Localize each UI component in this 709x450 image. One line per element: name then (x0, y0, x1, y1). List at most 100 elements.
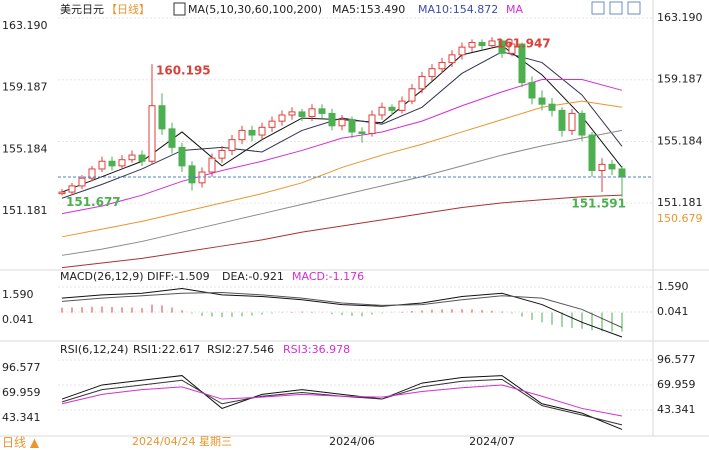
candle-body (68, 185, 76, 193)
candle-body (398, 100, 406, 111)
candle-body (428, 68, 436, 77)
indicator-line (61, 384, 623, 417)
macd-title: MACD(26,12,9) (60, 270, 144, 283)
y-tick-label-right: 0.041 (657, 305, 689, 318)
candle-body (298, 111, 306, 118)
candle-body (288, 111, 296, 116)
candle-body (568, 112, 576, 131)
rsi-title: RSI(6,12,24) (60, 343, 128, 356)
candle-body (78, 177, 86, 187)
candle-body (598, 163, 606, 171)
candle-body (458, 46, 466, 56)
candle-body (318, 108, 326, 114)
dea-label: DEA:-0.921 (222, 270, 284, 283)
candle-body (488, 40, 496, 47)
candle-body (608, 163, 616, 170)
candle-body (88, 168, 96, 179)
candle-body (378, 106, 386, 116)
candle-body (558, 109, 566, 131)
y-tick-label: 0.041 (2, 313, 34, 326)
x-tick-label: 2024/06 (329, 435, 375, 448)
candle-body (588, 134, 596, 171)
macd-label: MACD:-1.176 (292, 270, 364, 283)
candle-body (98, 160, 106, 170)
y-tick-label-right: 155.184 (657, 134, 703, 147)
extreme-label: 151.677 (66, 195, 121, 209)
period-button[interactable]: 日线 ▲ (2, 436, 40, 450)
candle-body (538, 97, 546, 105)
candle-body (578, 112, 586, 136)
candle-body (118, 159, 126, 167)
candle-body (308, 108, 316, 118)
y-tick-label-right: 163.190 (657, 11, 703, 24)
ma10-label: MA10:154.872 (418, 3, 498, 16)
y-tick-label-right: 159.187 (657, 73, 703, 86)
indicator-line (61, 194, 623, 269)
candle-body (438, 62, 446, 70)
candle-body (498, 40, 506, 54)
candle-body (58, 191, 66, 195)
candle-body (108, 160, 116, 167)
candle-body (168, 128, 176, 148)
candle-body (248, 129, 256, 136)
indicator-line (61, 100, 623, 238)
candle-body (408, 88, 416, 102)
y-tick-label: 96.577 (2, 361, 41, 374)
tool-icon[interactable] (591, 1, 605, 15)
tool-icon[interactable] (627, 1, 641, 15)
candle-body (258, 126, 266, 136)
extreme-label: 161.947 (496, 37, 551, 51)
extreme-label: 151.591 (571, 196, 626, 210)
candle-body (418, 75, 426, 90)
candle-body (388, 106, 396, 111)
candle-body (188, 165, 196, 184)
candle-body (348, 119, 356, 133)
indicator-line (61, 129, 623, 256)
candle-body (358, 131, 366, 134)
candle-body (618, 168, 626, 178)
candle-body (328, 112, 336, 127)
indicator-line (61, 287, 623, 338)
x-tick-label: 2024/07 (469, 435, 515, 448)
y-tick-label: 155.184 (2, 142, 48, 155)
candle-body (178, 146, 186, 167)
candle-body (278, 114, 286, 122)
indicator-line (61, 378, 623, 426)
diff-label: DIFF:-1.509 (147, 270, 210, 283)
candle-body (208, 157, 216, 173)
ma-more: MA (506, 3, 523, 16)
candle-body (148, 105, 156, 162)
tool-icon[interactable] (609, 1, 623, 15)
rsi3-label: RSI3:36.978 (283, 343, 350, 356)
side-value-label: 150.679 (657, 212, 703, 225)
candle-body (228, 139, 236, 151)
candle-body (238, 129, 246, 141)
candle-body (448, 54, 456, 64)
candle-body (268, 120, 276, 128)
y-tick-label-right: 151.181 (657, 196, 703, 209)
indicator-line (61, 375, 623, 430)
period[interactable]: 【日线】 (106, 2, 150, 16)
y-tick-label-right: 1.590 (657, 280, 689, 293)
candle-body (478, 42, 486, 47)
y-tick-label: 163.190 (2, 19, 48, 32)
ma5-label: MA5:153.490 (332, 3, 405, 16)
x-tick-label: 2024/04/24 星期三 (132, 435, 232, 448)
candle-body (518, 43, 526, 84)
candle-body (508, 43, 516, 54)
y-tick-label: 151.181 (2, 204, 48, 217)
candle-body (368, 114, 376, 134)
candle-body (528, 82, 536, 99)
ma-icon[interactable] (173, 2, 186, 16)
candle-body (158, 105, 166, 130)
toolbar (591, 1, 641, 15)
y-tick-label: 43.341 (2, 411, 41, 424)
y-tick-label: 69.959 (2, 386, 41, 399)
ma-title: MA(5,10,30,60,100,200) (188, 3, 322, 16)
extreme-label: 160.195 (156, 64, 211, 78)
y-tick-label: 1.590 (2, 288, 34, 301)
candle-body (128, 154, 136, 161)
rsi1-label: RSI1:22.617 (133, 343, 200, 356)
